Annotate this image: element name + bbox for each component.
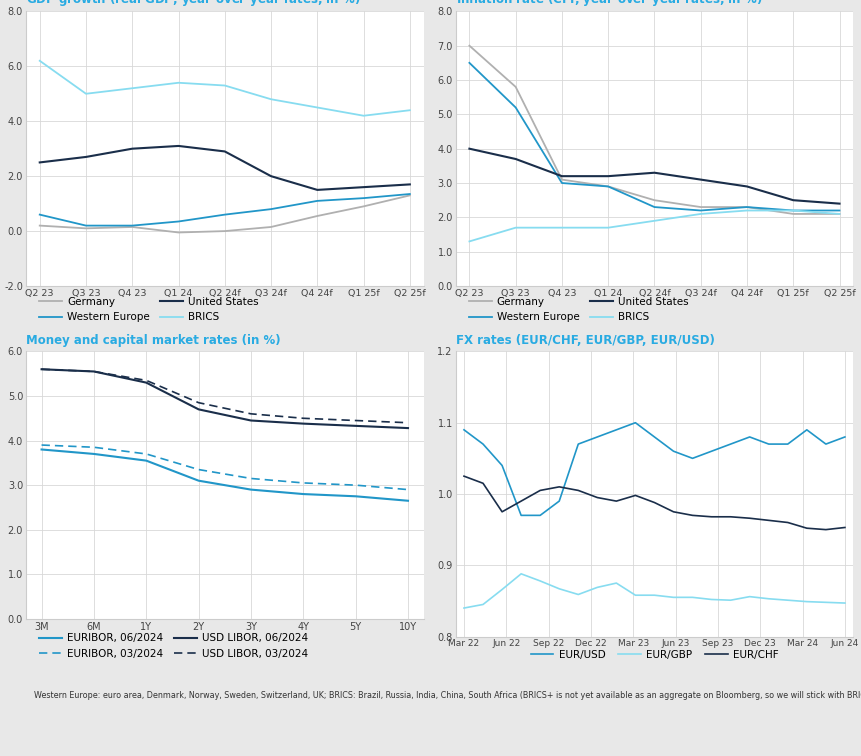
Text: FX rates (EUR/CHF, EUR/GBP, EUR/USD): FX rates (EUR/CHF, EUR/GBP, EUR/USD) (455, 334, 714, 348)
Text: Money and capital market rates (in %): Money and capital market rates (in %) (26, 334, 280, 348)
Text: Inflation rate (CPI, year-over-year rates, in %)$^{1)}$: Inflation rate (CPI, year-over-year rate… (455, 0, 770, 9)
Legend: EUR/USD, EUR/GBP, EUR/CHF: EUR/USD, EUR/GBP, EUR/CHF (530, 650, 777, 660)
Legend: Germany, Western Europe, United States, BRICS: Germany, Western Europe, United States, … (468, 297, 688, 322)
Legend: Germany, Western Europe, United States, BRICS: Germany, Western Europe, United States, … (39, 297, 259, 322)
Text: GDP growth (real GDP, year-over-year rates, in %)$^{1)}$: GDP growth (real GDP, year-over-year rat… (26, 0, 369, 9)
Text: Western Europe: euro area, Denmark, Norway, Sweden, Switzerland, UK; BRICS: Braz: Western Europe: euro area, Denmark, Norw… (34, 692, 861, 701)
Legend: EURIBOR, 06/2024, EURIBOR, 03/2024, USD LIBOR, 06/2024, USD LIBOR, 03/2024: EURIBOR, 06/2024, EURIBOR, 03/2024, USD … (39, 634, 307, 658)
